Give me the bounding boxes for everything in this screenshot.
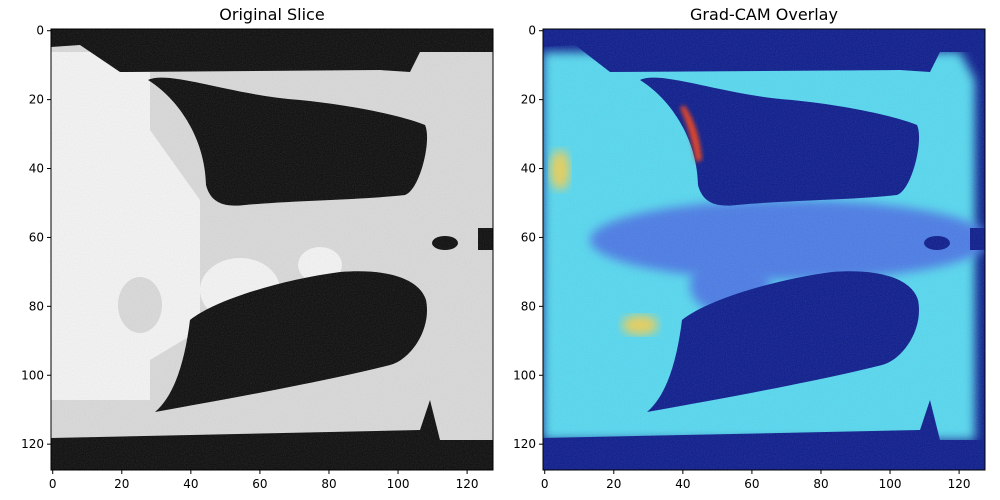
x-tick-label: 0 bbox=[541, 477, 549, 491]
y-tick-label: 100 bbox=[513, 368, 536, 382]
x-tick-label: 80 bbox=[813, 477, 828, 491]
y-tick-label: 40 bbox=[521, 162, 536, 176]
y-tick-label: 120 bbox=[21, 437, 44, 451]
y-tick-label: 80 bbox=[29, 299, 44, 313]
y-tick-label: 20 bbox=[521, 93, 536, 107]
panel-title: Original Slice bbox=[219, 5, 324, 24]
y-tick-label: 0 bbox=[528, 24, 536, 38]
panel-gradcam: Grad-CAM Overlay 0 bbox=[513, 5, 986, 491]
ct-slice-image bbox=[51, 29, 493, 470]
x-tick-label: 40 bbox=[675, 477, 690, 491]
y-axis: 0 20 40 60 80 100 120 bbox=[513, 24, 543, 451]
x-tick-label: 60 bbox=[744, 477, 759, 491]
y-tick-label: 60 bbox=[521, 230, 536, 244]
overlay-noise bbox=[543, 29, 985, 470]
x-tick-label: 0 bbox=[49, 477, 57, 491]
x-tick-label: 60 bbox=[252, 477, 267, 491]
x-tick-label: 100 bbox=[387, 477, 410, 491]
x-tick-label: 20 bbox=[606, 477, 621, 491]
x-tick-label: 120 bbox=[456, 477, 479, 491]
axes-frame bbox=[50, 28, 494, 471]
y-tick-label: 40 bbox=[29, 162, 44, 176]
x-tick-label: 20 bbox=[114, 477, 129, 491]
y-tick-label: 100 bbox=[21, 368, 44, 382]
panel-title: Grad-CAM Overlay bbox=[690, 5, 838, 24]
gradcam-overlay-image bbox=[543, 29, 985, 470]
axes-frame bbox=[542, 28, 986, 471]
x-tick-label: 40 bbox=[183, 477, 198, 491]
x-tick-label: 80 bbox=[321, 477, 336, 491]
panel-original: Original Slice 0 20 40 60 80 100 bbox=[21, 5, 494, 491]
x-axis: 0 20 40 60 80 100 120 bbox=[541, 470, 971, 491]
y-axis: 0 20 40 60 80 100 120 bbox=[21, 24, 51, 451]
y-tick-label: 60 bbox=[29, 230, 44, 244]
ct-noise bbox=[51, 29, 493, 470]
y-tick-label: 0 bbox=[36, 24, 44, 38]
x-tick-label: 120 bbox=[948, 477, 971, 491]
y-tick-label: 20 bbox=[29, 93, 44, 107]
x-axis: 0 20 40 60 80 100 120 bbox=[49, 470, 479, 491]
y-tick-label: 80 bbox=[521, 299, 536, 313]
x-tick-label: 100 bbox=[879, 477, 902, 491]
y-tick-label: 120 bbox=[513, 437, 536, 451]
